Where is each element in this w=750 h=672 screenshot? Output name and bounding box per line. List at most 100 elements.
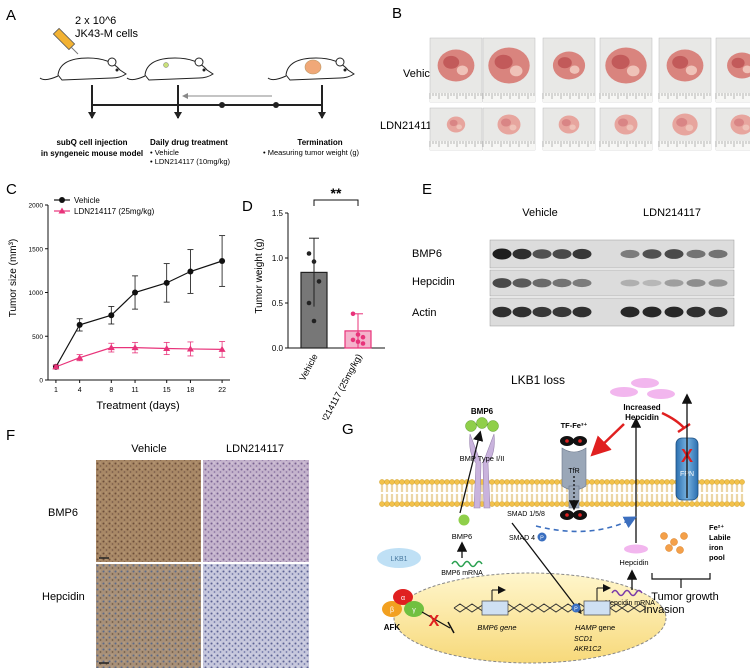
data-point: [107, 344, 115, 351]
hamp-gene-label: HAMP gene: [575, 623, 615, 632]
step2-item-1: • Vehicle: [150, 148, 179, 157]
blot-band: [552, 249, 572, 259]
data-point: [350, 311, 356, 317]
ihc-image-vehicle-hepcidin: [96, 564, 201, 668]
tumor-photo: [599, 107, 653, 151]
bmp6-mid-label: BMP6: [452, 532, 472, 541]
phospho-icon: [537, 532, 547, 542]
data-point: [163, 279, 170, 286]
panel-g: G LKB1 loss BMP6 BMP Type I/II TF-Fe³⁺ T…: [312, 368, 750, 672]
tumor-photo: [715, 107, 750, 151]
blot-band: [512, 278, 532, 288]
blot-band: [492, 278, 512, 288]
bmp-receptor-label: BMP Type I/II: [460, 454, 505, 463]
blot-band: [492, 248, 512, 260]
ihc-panel: F Vehicle LDN214117 BMP6 Hepcidin: [6, 427, 309, 668]
tumor-photo: [658, 107, 712, 151]
tf-fe-label: TF-Fe³⁺: [561, 421, 588, 430]
panel-label-e: E: [422, 181, 432, 198]
data-point: [187, 268, 194, 275]
significance-label: **: [331, 185, 342, 201]
tfr-label: TfR: [568, 468, 579, 475]
lkb1-icon: [377, 548, 421, 568]
akr1c2-label: AKR1C2: [573, 646, 601, 653]
group-label-ldn: LDN214117: [643, 207, 701, 219]
step1-sub: in syngeneic mouse model: [41, 149, 143, 158]
pool-label: pool: [709, 553, 725, 562]
panel-b: B Vehicle LDN214117: [380, 0, 750, 170]
data-point: [350, 337, 356, 343]
blot-band: [512, 306, 532, 318]
blot-band: [572, 278, 592, 288]
blot-band: [664, 249, 684, 259]
blot-band: [664, 279, 684, 287]
ihc-image-vehicle-bmp6: [96, 460, 201, 562]
blot-band: [620, 306, 640, 318]
data-point: [306, 251, 312, 256]
x-tick-label: 22: [218, 387, 226, 394]
blot-band: [620, 279, 640, 287]
y-tick-label: 1.5: [272, 209, 284, 218]
bmp6-gene-box: [481, 600, 509, 616]
afk-beta: β: [390, 607, 394, 614]
x-tick-label: 1: [54, 387, 58, 394]
step1-title: subQ cell injection: [56, 138, 127, 147]
blot-strip: [489, 239, 735, 269]
blot-band: [572, 306, 592, 318]
ihc-row-bmp6: BMP6: [48, 507, 78, 519]
tumor-weight-chart: D Tumor weight (g) 0.00.51.01.5VehicleLD…: [242, 185, 385, 420]
data-point: [360, 341, 366, 346]
panel-label-g: G: [342, 421, 354, 438]
tf-fe-icon: [560, 436, 587, 446]
hepcidin-mrna-icon: [611, 589, 643, 597]
increased-hepcidin-line1: Increased: [623, 403, 660, 412]
y-tick-label: 0.0: [272, 344, 284, 353]
lkb1-loss-title: LKB1 loss: [511, 373, 565, 387]
ihc-image-ldn-bmp6: [203, 460, 309, 562]
mouse-icon-3: [267, 57, 355, 81]
blot-strips: [489, 239, 735, 327]
mouse-icon-2: [126, 57, 214, 81]
y-tick-label: 1500: [29, 246, 44, 253]
panel-b-photos: B Vehicle LDN214117: [380, 5, 750, 151]
tumor-photo: [482, 37, 536, 103]
labile-label: Labile: [709, 533, 731, 542]
tumor-photo: [429, 37, 483, 103]
step2-title: Daily drug treatment: [150, 138, 228, 147]
smad158-label: SMAD 1/5/8: [507, 511, 545, 518]
endosome-iron-icon: [560, 510, 587, 520]
phospho-label: P: [574, 607, 578, 613]
bmp6-ligand-icon: [465, 417, 499, 432]
legend-entry: LDN214117 (25mg/kg): [74, 207, 155, 216]
blot-band: [642, 306, 662, 318]
panel-label-f: F: [6, 427, 15, 444]
scd1-label: SCD1: [574, 636, 593, 643]
data-point: [218, 345, 226, 352]
bmp6-gene-label: BMP6 gene: [477, 623, 516, 632]
y-axis-label: Tumor weight (g): [254, 238, 265, 313]
mouse-icon-1: [39, 57, 127, 81]
data-point: [108, 312, 115, 319]
tumor-photo: [658, 37, 712, 103]
hepcidin-label: Hepcidin: [619, 558, 648, 567]
labile-iron-pool-icon: [660, 532, 688, 554]
x-tick-label: 15: [163, 387, 171, 394]
afk-alpha: α: [401, 595, 405, 602]
tumor-photo: [715, 37, 750, 103]
data-point: [76, 321, 83, 328]
data-point: [355, 339, 361, 344]
row-label-ldn: LDN214117: [380, 120, 438, 132]
blot-row-label-3: Actin: [412, 307, 436, 319]
y-tick-label: 1.0: [272, 254, 284, 263]
blot-band: [620, 249, 640, 259]
data-point: [311, 318, 317, 324]
blot-band: [492, 306, 512, 318]
y-tick-label: 0: [39, 378, 43, 385]
panel-a-diagram: A 2 x 10^6 JK43-M cells: [6, 7, 360, 166]
step3-item-1: • Measuring tumor weight (g): [263, 148, 360, 157]
ihc-row-hepcidin: Hepcidin: [42, 591, 85, 603]
tumor-photo: [542, 107, 596, 151]
western-blot: E Vehicle LDN214117 BMP6 Hepcidin Actin: [412, 181, 735, 327]
data-point: [186, 345, 194, 352]
hepcidin-mrna-label: Hepcidin mRNA: [605, 600, 655, 607]
